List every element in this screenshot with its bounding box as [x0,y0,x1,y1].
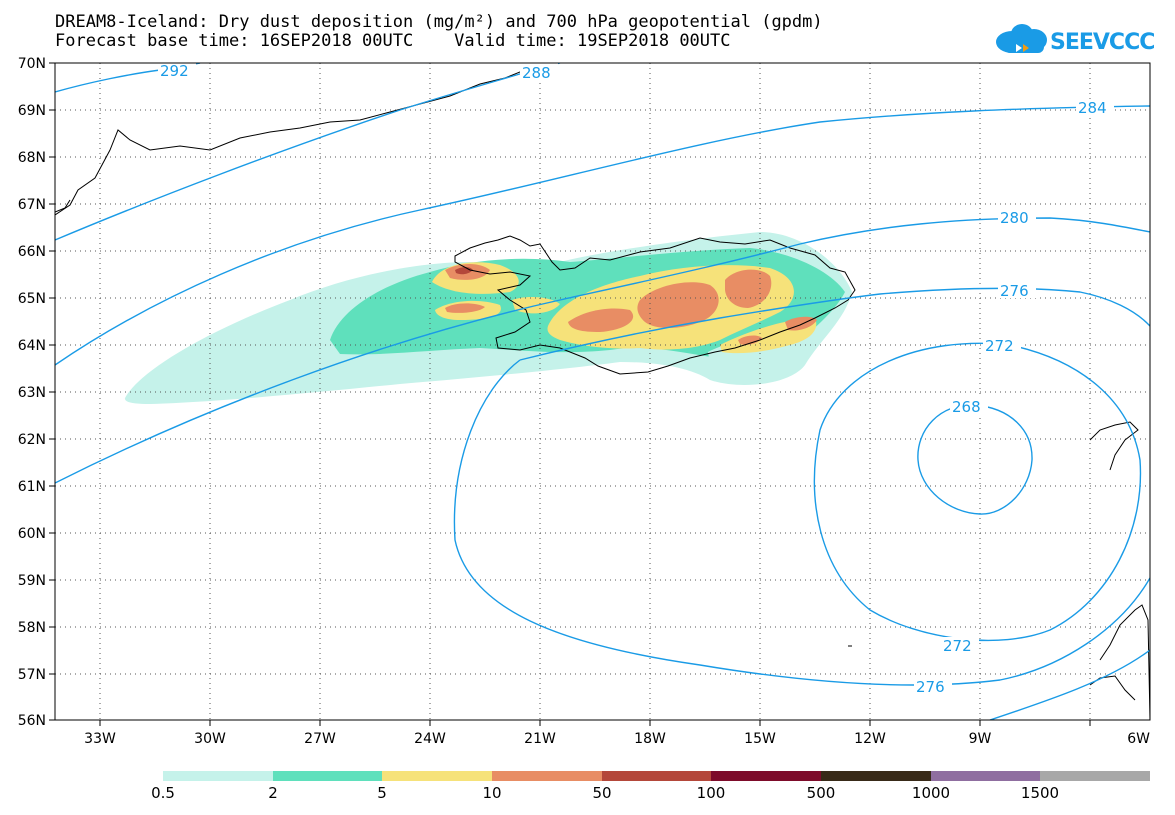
legend-label: 0.5 [151,784,175,802]
contour-272 [813,342,1142,642]
contour-288 [55,63,561,241]
contour-label-276: 276 [1000,282,1029,300]
legend-label: 2 [268,784,278,802]
lat-label: 69N [18,103,46,119]
contour-label-268: 268 [952,398,981,416]
logo-text: SEEVCCC [1050,30,1154,55]
latitude-labels: 70N 69N 68N 67N 66N 65N 64N 63N 62N 61N … [18,56,46,729]
lat-label: 59N [18,573,46,589]
lat-label: 65N [18,291,46,307]
legend-label: 1000 [911,784,951,802]
contour-label-276-south: 276 [916,678,945,696]
geopotential-contours [55,63,1150,720]
map-title: DREAM8-Iceland: Dry dust deposition (mg/… [55,12,823,32]
contour-label-280: 280 [1000,209,1029,227]
lat-label: 58N [18,620,46,636]
lat-label: 62N [18,432,46,448]
lat-label: 56N [18,713,46,729]
lat-label: 66N [18,244,46,260]
contour-292 [55,63,201,93]
contour-284 [55,105,1150,366]
contour-label-288: 288 [522,64,551,82]
lon-label: 9W [969,731,992,747]
legend-label: 10 [482,784,502,802]
legend-label: 500 [806,784,836,802]
contour-labels: 292 288 284 280 276 272 268 272 276 [158,61,1114,696]
legend-swatch [382,771,493,781]
lon-label: 33W [84,731,116,747]
legend-swatch [930,771,1041,781]
lat-label: 57N [18,667,46,683]
legend-label: 100 [696,784,726,802]
lon-label: 15W [744,731,776,747]
lat-label: 67N [18,197,46,213]
contour-276-north [519,287,1150,361]
legend-label: 5 [377,784,387,802]
legend-swatch [1040,771,1151,781]
color-legend [163,771,1151,781]
legend-swatch [163,771,273,781]
lon-label: 18W [634,731,666,747]
lon-label: 12W [854,731,886,747]
lat-label: 70N [18,56,46,72]
map-subtitle: Forecast base time: 16SEP2018 00UTC Vali… [55,31,731,51]
lon-label: 6W [1127,731,1150,747]
color-legend-labels: 0.5 2 5 10 50 100 500 1000 1500 [0,784,1175,804]
contour-label-272-south: 272 [943,637,972,655]
contour-268 [917,404,1033,515]
contour-label-272: 272 [985,337,1014,355]
legend-swatch [272,771,383,781]
lat-label: 64N [18,338,46,354]
tick-marks [49,62,1091,726]
lat-label: 60N [18,526,46,542]
contour-partial [989,649,1150,720]
lon-label: 21W [524,731,556,747]
lat-label: 61N [18,479,46,495]
contour-label-284: 284 [1078,99,1107,117]
contour-label-292: 292 [160,62,189,80]
lon-label: 27W [304,731,336,747]
legend-label: 1500 [1020,784,1060,802]
seevccc-logo: SEEVCCC [996,24,1155,55]
legend-swatch [711,771,822,781]
lon-label: 24W [414,731,446,747]
cloud-icon [996,24,1047,53]
contour-276-south [453,359,1150,686]
lon-label: 30W [194,731,226,747]
legend-swatch [821,771,931,781]
legend-label: 50 [592,784,612,802]
lat-label: 63N [18,385,46,401]
legend-swatch [601,771,712,781]
longitude-labels: 33W 30W 27W 24W 21W 18W 15W 12W 9W 6W [84,731,1150,747]
contour-280 [55,217,1150,484]
legend-swatch [492,771,602,781]
lat-label: 68N [18,150,46,166]
